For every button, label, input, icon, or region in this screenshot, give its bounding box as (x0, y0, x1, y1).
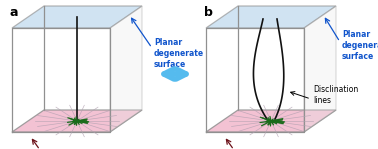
Text: Planar
degenerate
surface: Planar degenerate surface (342, 30, 378, 61)
Text: Disclination
lines: Disclination lines (313, 85, 358, 105)
Polygon shape (304, 6, 336, 132)
Polygon shape (12, 110, 142, 132)
Polygon shape (12, 6, 142, 28)
Text: Planar
degenerate
surface: Planar degenerate surface (154, 38, 204, 69)
Text: a: a (10, 6, 19, 19)
Text: b: b (204, 6, 213, 19)
Polygon shape (110, 6, 142, 132)
Polygon shape (206, 6, 336, 28)
Polygon shape (206, 110, 336, 132)
